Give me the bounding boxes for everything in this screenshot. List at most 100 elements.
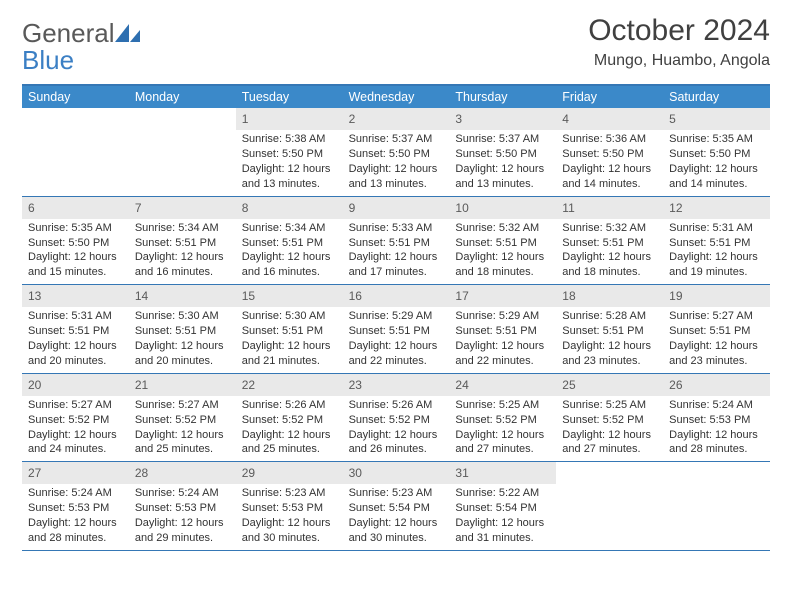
calendar-cell: 15Sunrise: 5:30 AMSunset: 5:51 PMDayligh… [236, 285, 343, 373]
day-body: Sunrise: 5:34 AMSunset: 5:51 PMDaylight:… [236, 219, 343, 284]
sunset-text: Sunset: 5:52 PM [349, 413, 444, 428]
calendar-cell: 3Sunrise: 5:37 AMSunset: 5:50 PMDaylight… [449, 108, 556, 196]
day-number: 12 [663, 197, 770, 219]
day-of-week: Wednesday [343, 86, 450, 108]
calendar-cell: 13Sunrise: 5:31 AMSunset: 5:51 PMDayligh… [22, 285, 129, 373]
sunset-text: Sunset: 5:51 PM [349, 324, 444, 339]
calendar-cell: 22Sunrise: 5:26 AMSunset: 5:52 PMDayligh… [236, 374, 343, 462]
daylight-text: Daylight: 12 hours and 30 minutes. [242, 516, 337, 546]
logo-sail-icon [115, 24, 141, 44]
sunrise-text: Sunrise: 5:27 AM [135, 398, 230, 413]
day-number: 5 [663, 108, 770, 130]
day-number: 31 [449, 462, 556, 484]
calendar-cell: 2Sunrise: 5:37 AMSunset: 5:50 PMDaylight… [343, 108, 450, 196]
day-body: Sunrise: 5:24 AMSunset: 5:53 PMDaylight:… [22, 484, 129, 549]
day-number: 15 [236, 285, 343, 307]
sunrise-text: Sunrise: 5:25 AM [455, 398, 550, 413]
calendar-cell: 14Sunrise: 5:30 AMSunset: 5:51 PMDayligh… [129, 285, 236, 373]
calendar-cell: 10Sunrise: 5:32 AMSunset: 5:51 PMDayligh… [449, 197, 556, 285]
daylight-text: Daylight: 12 hours and 21 minutes. [242, 339, 337, 369]
sunrise-text: Sunrise: 5:36 AM [562, 132, 657, 147]
calendar-cell: 8Sunrise: 5:34 AMSunset: 5:51 PMDaylight… [236, 197, 343, 285]
day-body: Sunrise: 5:36 AMSunset: 5:50 PMDaylight:… [556, 130, 663, 195]
sunrise-text: Sunrise: 5:28 AM [562, 309, 657, 324]
title-block: October 2024 Mungo, Huambo, Angola [588, 14, 770, 70]
daylight-text: Daylight: 12 hours and 14 minutes. [562, 162, 657, 192]
day-body: Sunrise: 5:27 AMSunset: 5:51 PMDaylight:… [663, 307, 770, 372]
day-of-week: Thursday [449, 86, 556, 108]
day-number: 27 [22, 462, 129, 484]
calendar-cell: 18Sunrise: 5:28 AMSunset: 5:51 PMDayligh… [556, 285, 663, 373]
day-number: 30 [343, 462, 450, 484]
calendar-cell: 7Sunrise: 5:34 AMSunset: 5:51 PMDaylight… [129, 197, 236, 285]
day-number: 24 [449, 374, 556, 396]
sunrise-text: Sunrise: 5:29 AM [455, 309, 550, 324]
daylight-text: Daylight: 12 hours and 14 minutes. [669, 162, 764, 192]
day-body: Sunrise: 5:37 AMSunset: 5:50 PMDaylight:… [449, 130, 556, 195]
day-body: Sunrise: 5:37 AMSunset: 5:50 PMDaylight:… [343, 130, 450, 195]
daylight-text: Daylight: 12 hours and 22 minutes. [455, 339, 550, 369]
day-body: Sunrise: 5:32 AMSunset: 5:51 PMDaylight:… [449, 219, 556, 284]
day-body: Sunrise: 5:29 AMSunset: 5:51 PMDaylight:… [343, 307, 450, 372]
day-of-week: Sunday [22, 86, 129, 108]
day-body: Sunrise: 5:33 AMSunset: 5:51 PMDaylight:… [343, 219, 450, 284]
day-number: 25 [556, 374, 663, 396]
sunset-text: Sunset: 5:50 PM [349, 147, 444, 162]
daylight-text: Daylight: 12 hours and 27 minutes. [562, 428, 657, 458]
day-body: Sunrise: 5:23 AMSunset: 5:54 PMDaylight:… [343, 484, 450, 549]
calendar-cell [663, 462, 770, 550]
calendar-cell: 17Sunrise: 5:29 AMSunset: 5:51 PMDayligh… [449, 285, 556, 373]
calendar-cell [556, 462, 663, 550]
calendar-cell [129, 108, 236, 196]
day-number: 18 [556, 285, 663, 307]
daylight-text: Daylight: 12 hours and 18 minutes. [455, 250, 550, 280]
daylight-text: Daylight: 12 hours and 28 minutes. [28, 516, 123, 546]
day-body: Sunrise: 5:27 AMSunset: 5:52 PMDaylight:… [129, 396, 236, 461]
daylight-text: Daylight: 12 hours and 18 minutes. [562, 250, 657, 280]
sunrise-text: Sunrise: 5:32 AM [562, 221, 657, 236]
sunrise-text: Sunrise: 5:25 AM [562, 398, 657, 413]
day-body: Sunrise: 5:26 AMSunset: 5:52 PMDaylight:… [343, 396, 450, 461]
sunrise-text: Sunrise: 5:23 AM [349, 486, 444, 501]
day-number: 14 [129, 285, 236, 307]
day-number: 4 [556, 108, 663, 130]
sunset-text: Sunset: 5:53 PM [669, 413, 764, 428]
daylight-text: Daylight: 12 hours and 13 minutes. [242, 162, 337, 192]
sunset-text: Sunset: 5:50 PM [455, 147, 550, 162]
daylight-text: Daylight: 12 hours and 26 minutes. [349, 428, 444, 458]
sunset-text: Sunset: 5:52 PM [135, 413, 230, 428]
day-number: 16 [343, 285, 450, 307]
day-body: Sunrise: 5:28 AMSunset: 5:51 PMDaylight:… [556, 307, 663, 372]
calendar-cell: 21Sunrise: 5:27 AMSunset: 5:52 PMDayligh… [129, 374, 236, 462]
sunrise-text: Sunrise: 5:31 AM [28, 309, 123, 324]
daylight-text: Daylight: 12 hours and 29 minutes. [135, 516, 230, 546]
daylight-text: Daylight: 12 hours and 20 minutes. [135, 339, 230, 369]
sunrise-text: Sunrise: 5:27 AM [669, 309, 764, 324]
day-number: 13 [22, 285, 129, 307]
daylight-text: Daylight: 12 hours and 23 minutes. [562, 339, 657, 369]
sunset-text: Sunset: 5:53 PM [135, 501, 230, 516]
day-number: 3 [449, 108, 556, 130]
logo-word-blue: Blue [22, 45, 74, 75]
calendar-cell: 11Sunrise: 5:32 AMSunset: 5:51 PMDayligh… [556, 197, 663, 285]
daylight-text: Daylight: 12 hours and 25 minutes. [135, 428, 230, 458]
daylight-text: Daylight: 12 hours and 13 minutes. [349, 162, 444, 192]
daylight-text: Daylight: 12 hours and 16 minutes. [242, 250, 337, 280]
calendar-week: 1Sunrise: 5:38 AMSunset: 5:50 PMDaylight… [22, 108, 770, 197]
calendar: SundayMondayTuesdayWednesdayThursdayFrid… [22, 84, 770, 551]
calendar-cell: 31Sunrise: 5:22 AMSunset: 5:54 PMDayligh… [449, 462, 556, 550]
sunrise-text: Sunrise: 5:38 AM [242, 132, 337, 147]
day-number: 8 [236, 197, 343, 219]
sunrise-text: Sunrise: 5:34 AM [135, 221, 230, 236]
sunrise-text: Sunrise: 5:24 AM [28, 486, 123, 501]
daylight-text: Daylight: 12 hours and 31 minutes. [455, 516, 550, 546]
calendar-week: 6Sunrise: 5:35 AMSunset: 5:50 PMDaylight… [22, 197, 770, 286]
calendar-cell: 30Sunrise: 5:23 AMSunset: 5:54 PMDayligh… [343, 462, 450, 550]
day-number: 11 [556, 197, 663, 219]
day-number: 7 [129, 197, 236, 219]
calendar-cell: 9Sunrise: 5:33 AMSunset: 5:51 PMDaylight… [343, 197, 450, 285]
calendar-cell: 12Sunrise: 5:31 AMSunset: 5:51 PMDayligh… [663, 197, 770, 285]
day-number: 22 [236, 374, 343, 396]
sunrise-text: Sunrise: 5:30 AM [135, 309, 230, 324]
daylight-text: Daylight: 12 hours and 15 minutes. [28, 250, 123, 280]
